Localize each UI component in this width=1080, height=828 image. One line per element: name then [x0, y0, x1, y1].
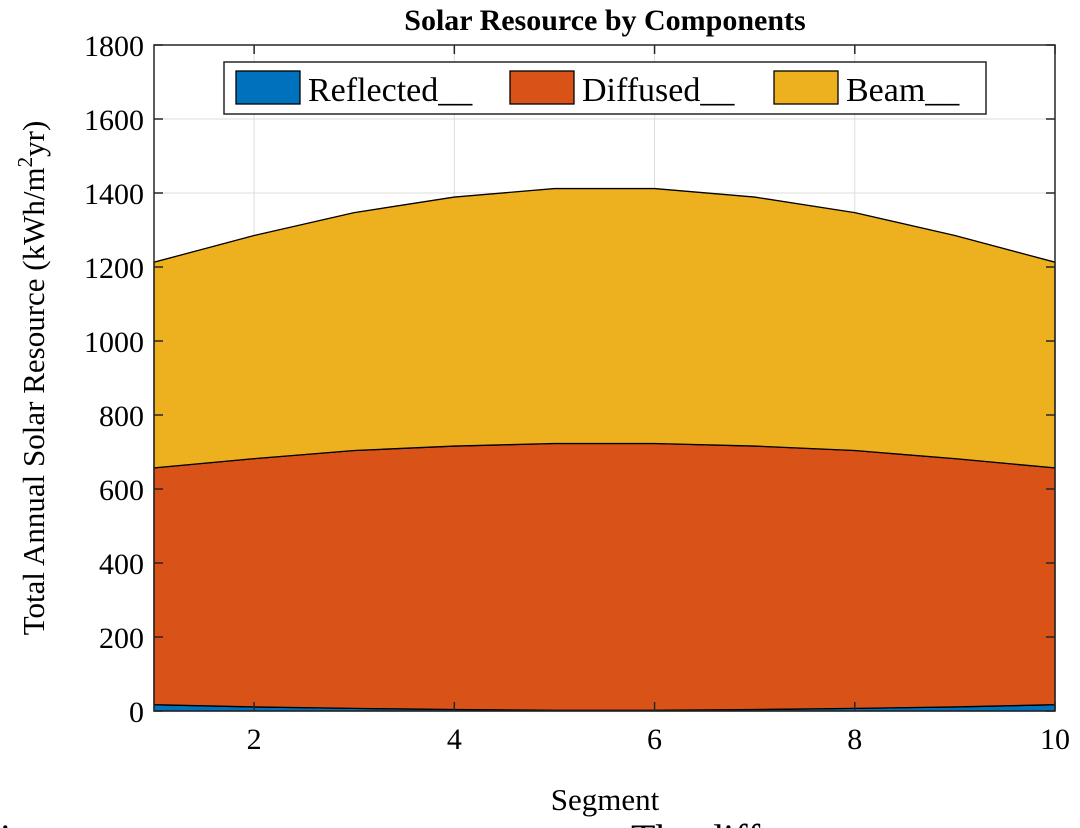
y-tick-label: 1800 [84, 30, 144, 63]
x-axis-label: Segment [551, 782, 660, 817]
area-series [153, 187, 1056, 712]
y-tick-label: 0 [129, 696, 144, 729]
legend: Reflected__ Diffused__ Beam__ [223, 61, 987, 115]
y-tick-label: 200 [99, 622, 144, 655]
y-tick-label: 800 [99, 400, 144, 433]
area-beam [153, 187, 1056, 469]
legend-swatch-reflected [235, 70, 301, 105]
legend-label-reflected: Reflected__ [308, 72, 473, 109]
y-axis-label: Total Annual Solar Resource (kWh/m2yr) [13, 121, 51, 636]
legend-box [223, 61, 987, 115]
x-tick-label: 8 [847, 723, 862, 756]
x-tick-label: 4 [447, 723, 462, 756]
legend-label-beam: Beam__ [846, 72, 960, 109]
legend-label-diffused: Diffused__ [582, 72, 735, 109]
x-tick-label: 10 [1040, 723, 1070, 756]
caption-fragment: i e e e e e e e e e e e e e e e e e e e … [0, 816, 761, 828]
y-tick-label: 1200 [84, 252, 144, 285]
legend-swatch-beam [773, 70, 839, 105]
y-axis-label-tail: yr) [16, 121, 51, 157]
y-tick-label: 1600 [84, 104, 144, 137]
plot-frame [153, 44, 1056, 712]
y-tick-label: 1000 [84, 326, 144, 359]
x-tick-label: 2 [247, 723, 262, 756]
y-axis-label-superscript: 2 [13, 157, 37, 168]
area-diffused [153, 442, 1056, 711]
y-tick-label: 1400 [84, 178, 144, 211]
y-tick-label: 600 [99, 474, 144, 507]
chart-title: Solar Resource by Components [404, 4, 805, 37]
axis-ticks: 2 4 6 8 10 0 200 400 600 800 1000 1200 1400 1600 1800 [84, 30, 1070, 756]
y-tick-label: 400 [99, 548, 144, 581]
x-tick-label: 6 [647, 723, 662, 756]
y-axis-label-main: Total Annual Solar Resource (kWh/m [16, 167, 51, 635]
legend-swatch-diffused [509, 70, 575, 105]
